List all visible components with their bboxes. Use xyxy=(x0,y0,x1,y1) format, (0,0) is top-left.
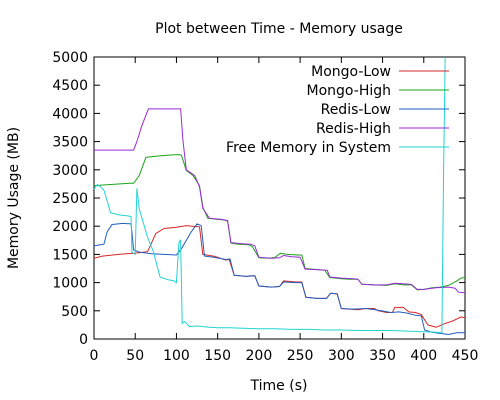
x-tick-label: 250 xyxy=(287,348,314,364)
legend-label-1: Mongo-High xyxy=(307,83,391,99)
y-axis-label: Memory Usage (MB) xyxy=(6,127,22,269)
y-tick-label: 3500 xyxy=(52,135,88,151)
y-tick-label: 2000 xyxy=(52,219,88,235)
y-tick-label: 1000 xyxy=(52,276,88,292)
x-tick-label: 450 xyxy=(452,348,479,364)
legend-label-0: Mongo-Low xyxy=(311,64,391,80)
x-tick-label: 300 xyxy=(328,348,355,364)
series-line-0 xyxy=(94,226,465,328)
y-tick-label: 4500 xyxy=(52,78,88,94)
series-line-4 xyxy=(94,57,445,333)
chart-title: Plot between Time - Memory usage xyxy=(155,21,403,37)
x-tick-label: 0 xyxy=(90,348,99,364)
y-tick-label: 500 xyxy=(61,304,88,320)
x-tick-label: 150 xyxy=(204,348,231,364)
legend-label-2: Redis-Low xyxy=(321,102,391,118)
y-tick-label: 1500 xyxy=(52,247,88,263)
x-tick-label: 50 xyxy=(126,348,144,364)
plot-area-border xyxy=(94,57,465,339)
x-tick-label: 400 xyxy=(410,348,437,364)
y-tick-label: 3000 xyxy=(52,163,88,179)
x-tick-label: 350 xyxy=(369,348,396,364)
y-tick-label: 2500 xyxy=(52,191,88,207)
x-axis-label: Time (s) xyxy=(250,378,308,394)
x-tick-label: 200 xyxy=(246,348,273,364)
y-tick-label: 4000 xyxy=(52,106,88,122)
legend-label-4: Free Memory in System xyxy=(226,140,391,156)
y-tick-label: 5000 xyxy=(52,50,88,66)
series-line-3 xyxy=(94,109,465,293)
legend-label-3: Redis-High xyxy=(316,121,391,137)
y-tick-label: 0 xyxy=(79,332,88,348)
series-line-2 xyxy=(94,223,465,334)
series-line-1 xyxy=(94,155,465,290)
x-tick-label: 100 xyxy=(163,348,190,364)
